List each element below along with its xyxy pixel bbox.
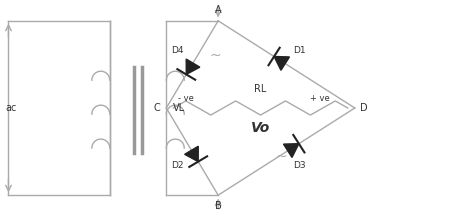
Polygon shape xyxy=(185,146,198,162)
Text: D: D xyxy=(360,103,368,113)
Polygon shape xyxy=(274,57,290,70)
Text: D3: D3 xyxy=(293,161,306,170)
Text: D1: D1 xyxy=(293,46,306,55)
Text: ~: ~ xyxy=(276,150,288,164)
Text: D4: D4 xyxy=(171,46,183,55)
Text: RL: RL xyxy=(255,84,267,94)
Text: B: B xyxy=(215,201,221,211)
Text: D2: D2 xyxy=(171,161,183,170)
Text: ~: ~ xyxy=(210,49,222,63)
Text: ac: ac xyxy=(5,103,17,113)
Text: VL: VL xyxy=(173,103,185,113)
Text: A: A xyxy=(215,5,221,15)
Text: - ve: - ve xyxy=(178,94,194,103)
Text: + ve: + ve xyxy=(310,94,330,103)
Text: C: C xyxy=(154,103,161,113)
Text: Vo: Vo xyxy=(251,121,270,135)
Polygon shape xyxy=(283,144,299,157)
Polygon shape xyxy=(186,59,200,75)
